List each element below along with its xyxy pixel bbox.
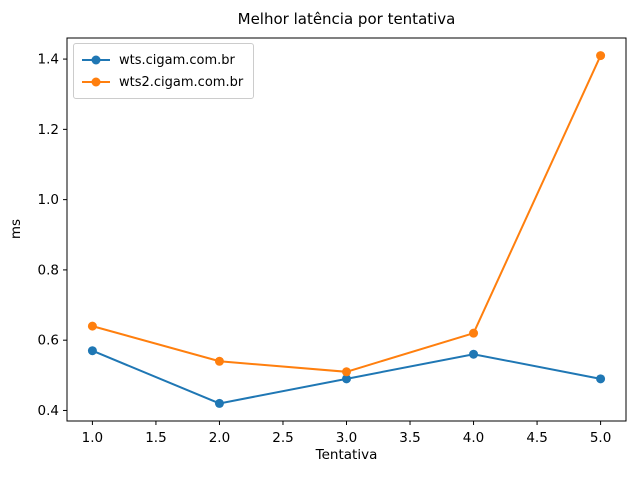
- legend-line-marker-icon: [82, 77, 110, 87]
- series-line-1: [91, 54, 602, 373]
- x-tick-label: 3.5: [399, 430, 420, 446]
- y-tick-label: 1.4: [38, 52, 59, 68]
- legend-label-wts2: wts2.cigam.com.br: [119, 74, 244, 90]
- legend-label-wts: wts.cigam.com.br: [119, 52, 235, 68]
- x-tick-label: 5.0: [590, 430, 611, 446]
- data-point-marker: [596, 374, 606, 384]
- data-point-marker: [214, 398, 224, 408]
- data-point-marker: [342, 374, 351, 384]
- y-tick-label: 0.4: [38, 403, 59, 419]
- y-tick-label: 0.8: [38, 262, 59, 278]
- y-tick-label: 1.2: [38, 122, 59, 138]
- x-tick-label: 1.0: [82, 430, 103, 446]
- x-tick-label: 2.5: [272, 430, 293, 446]
- data-point-marker: [342, 367, 351, 377]
- data-point-marker: [214, 356, 224, 366]
- legend-item-wts2: wts2.cigam.com.br: [81, 71, 243, 93]
- legend-line-marker-icon: [82, 55, 110, 65]
- x-axis-label: Tentativa: [315, 447, 378, 463]
- x-tick-label: 4.5: [526, 430, 547, 446]
- x-tick-label: 2.0: [209, 430, 230, 446]
- legend-item-wts: wts.cigam.com.br: [81, 49, 243, 71]
- data-point-marker: [469, 349, 479, 359]
- y-tick-label: 0.6: [38, 333, 59, 349]
- legend: wts.cigam.com.br wts2.cigam.com.br: [73, 43, 255, 99]
- data-point-marker: [87, 321, 97, 331]
- data-point-marker: [596, 51, 606, 61]
- data-point-marker: [469, 328, 479, 338]
- x-tick-label: 1.5: [145, 430, 166, 446]
- data-point-marker: [87, 346, 97, 356]
- x-tick-label: 4.0: [463, 430, 484, 446]
- x-tick-label: 3.0: [336, 430, 357, 446]
- y-tick-label: 1.0: [38, 192, 59, 208]
- y-axis-label: ms: [8, 218, 24, 240]
- plot-border: [66, 37, 627, 422]
- chart-title: Melhor latência por tentativa: [237, 10, 456, 28]
